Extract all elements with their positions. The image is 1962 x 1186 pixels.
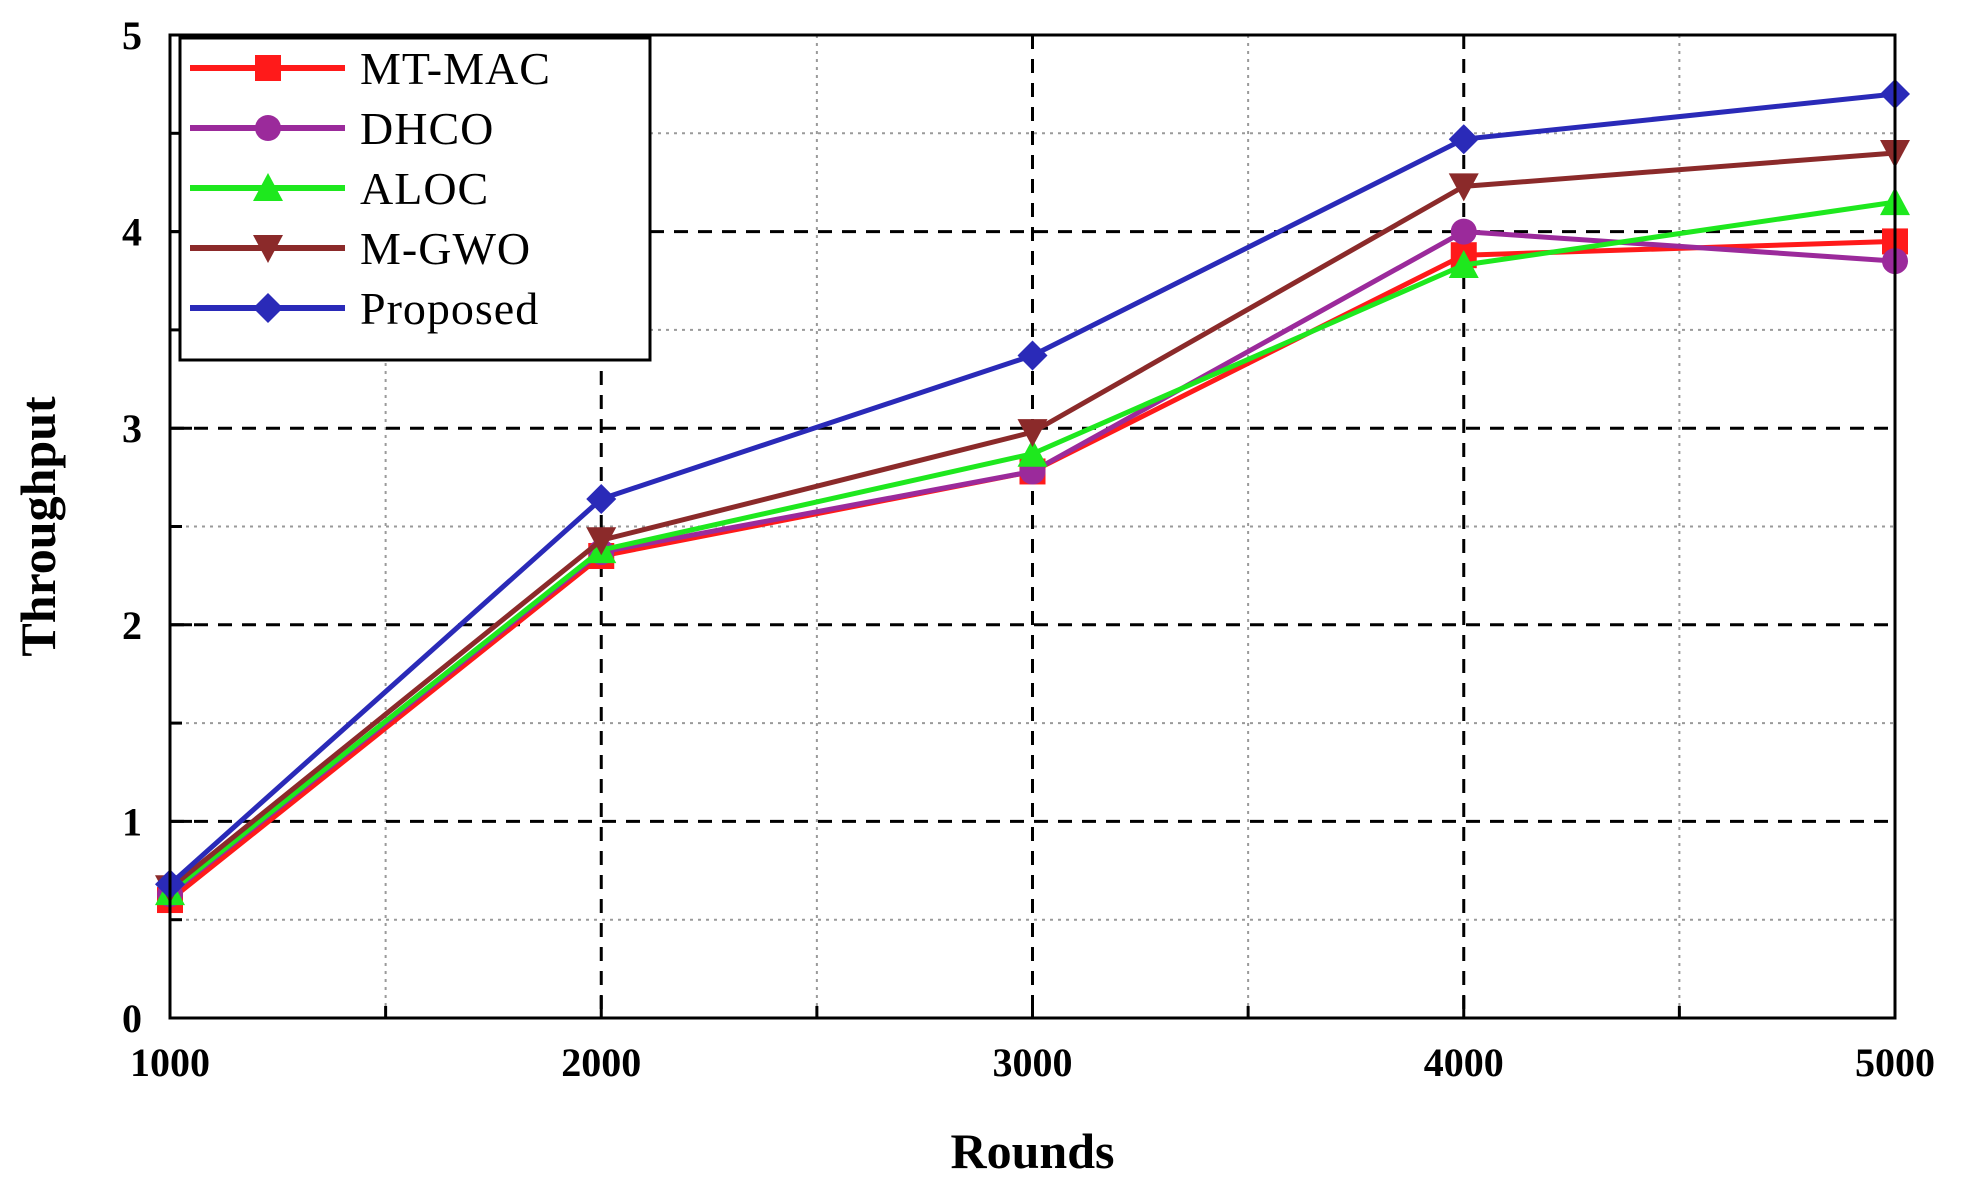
legend-label: DHCO bbox=[360, 103, 494, 154]
legend-marker bbox=[253, 173, 283, 201]
y-tick-label: 4 bbox=[122, 210, 142, 255]
x-tick-label: 5000 bbox=[1855, 1040, 1935, 1085]
x-tick-label: 3000 bbox=[993, 1040, 1073, 1085]
legend-marker bbox=[255, 55, 281, 81]
y-tick-label: 3 bbox=[122, 406, 142, 451]
legend-label: Proposed bbox=[360, 283, 539, 334]
y-tick-label: 0 bbox=[122, 996, 142, 1041]
x-tick-label: 2000 bbox=[561, 1040, 641, 1085]
data-point-proposed bbox=[1448, 124, 1479, 155]
data-point-proposed bbox=[586, 483, 617, 514]
y-tick-label: 5 bbox=[122, 13, 142, 58]
legend-marker bbox=[253, 293, 283, 323]
data-point-dhco bbox=[1450, 218, 1477, 245]
axis-ticks: 1000 2000 3000 4000 5000 0 1 2 3 4 5 bbox=[122, 13, 1935, 1085]
x-tick-label: 1000 bbox=[130, 1040, 210, 1085]
y-tick-label: 2 bbox=[122, 603, 142, 648]
data-point-m-gwo bbox=[1448, 173, 1479, 202]
legend-item-dhco: DHCO bbox=[190, 103, 494, 154]
series-layer bbox=[155, 78, 1910, 914]
legend-item-aloc: ALOC bbox=[190, 163, 489, 214]
data-point-proposed bbox=[1017, 340, 1048, 371]
legend-marker bbox=[255, 115, 281, 141]
legend-item-proposed: Proposed bbox=[190, 283, 539, 334]
y-tick-label: 1 bbox=[122, 799, 142, 844]
legend-label: ALOC bbox=[360, 163, 489, 214]
data-point-m-gwo bbox=[1017, 419, 1048, 448]
legend-label: MT-MAC bbox=[360, 43, 551, 94]
data-point-aloc bbox=[1448, 250, 1479, 279]
legend-item-m-gwo: M-GWO bbox=[190, 223, 531, 274]
x-tick-label: 4000 bbox=[1424, 1040, 1504, 1085]
y-axis-label: Throughput bbox=[10, 396, 66, 657]
legend: MT-MAC DHCO ALOC M-GWO Proposed bbox=[178, 36, 652, 362]
legend-label: M-GWO bbox=[360, 223, 531, 274]
data-point-m-gwo bbox=[586, 527, 617, 556]
legend-item-mt-mac: MT-MAC bbox=[190, 43, 551, 94]
series-proposed bbox=[155, 78, 1910, 900]
data-point-aloc bbox=[1017, 438, 1048, 467]
grid bbox=[170, 35, 1895, 1018]
legend-marker bbox=[253, 235, 283, 263]
x-axis-label: Rounds bbox=[951, 1123, 1115, 1179]
